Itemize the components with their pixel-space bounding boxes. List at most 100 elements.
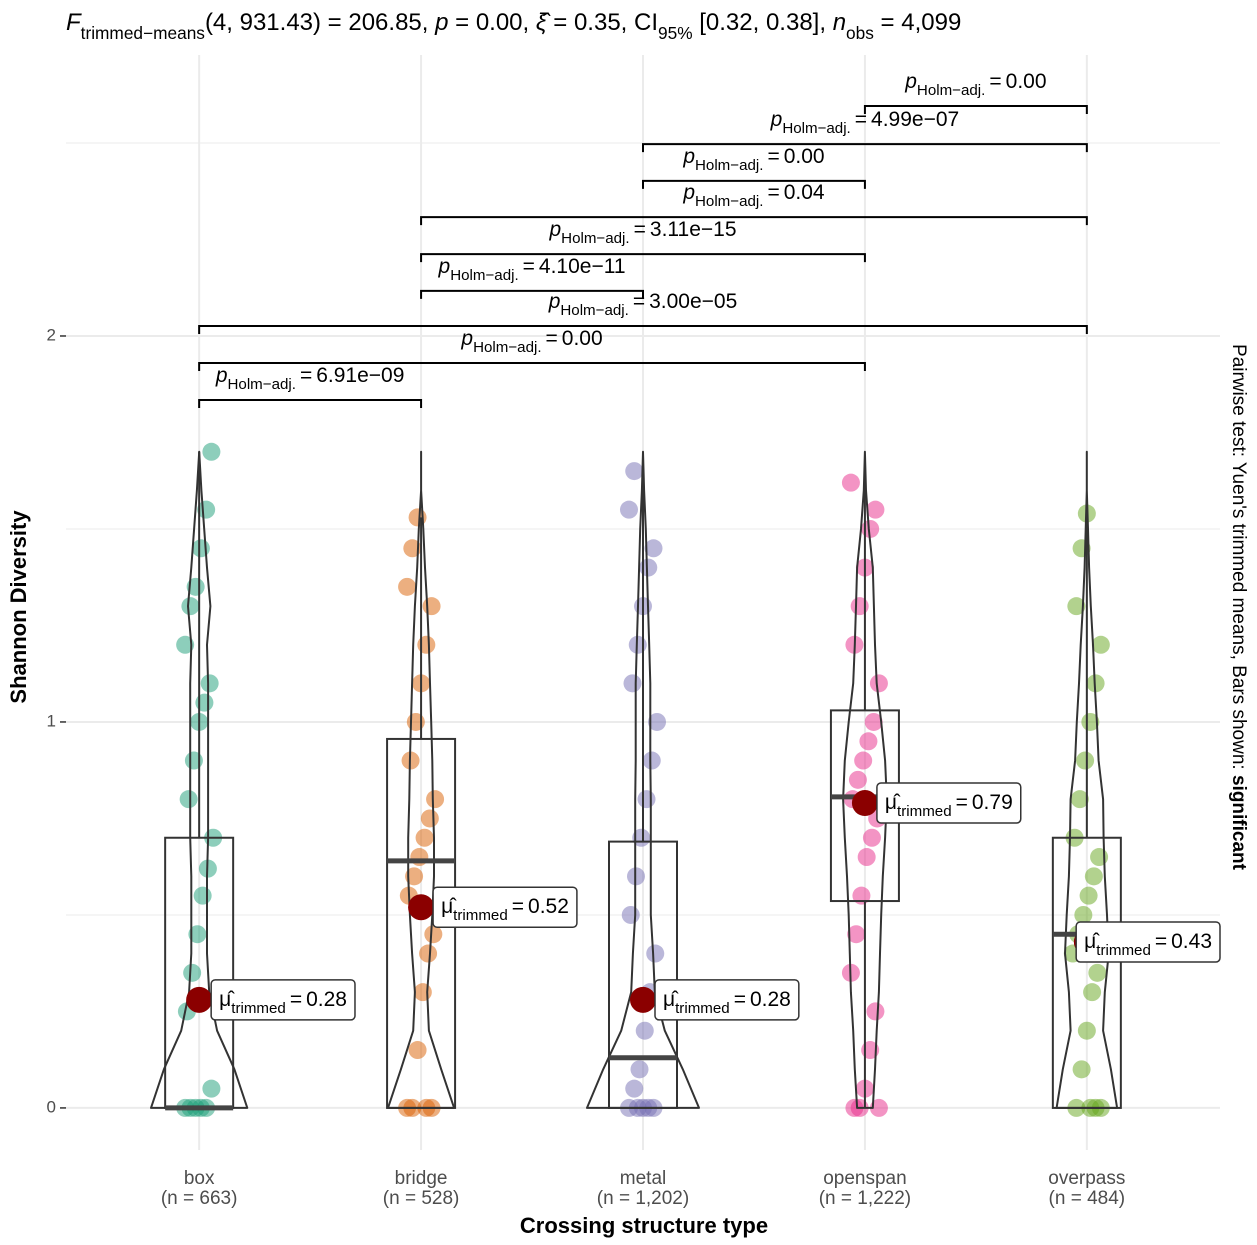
text-part: 95% <box>658 23 693 43</box>
mean-label-box <box>210 979 356 1021</box>
text-part: Holm−adj. <box>228 376 296 393</box>
data-point <box>866 1002 885 1021</box>
x-tick-label: overpass <box>1048 1168 1125 1189</box>
box <box>1051 836 1122 1109</box>
text-part: Holm−adj. <box>450 266 518 283</box>
text-part: = 0.00, <box>448 9 535 36</box>
mean-label: μ̂trimmed = 0.79 <box>876 782 1022 824</box>
text-part: n <box>833 9 846 36</box>
mean-point <box>186 986 213 1013</box>
mean-label: μ̂trimmed = 0.28 <box>210 979 356 1021</box>
data-point <box>857 848 876 867</box>
text-part: Holm−adj. <box>782 120 850 137</box>
y-tick-label: 2 <box>47 325 56 344</box>
text-part: trimmed <box>231 999 286 1016</box>
x-tick-label: bridge <box>395 1168 448 1189</box>
mean-label-box <box>654 979 800 1021</box>
text-part: μ̂ <box>441 895 457 918</box>
data-point <box>405 867 424 886</box>
data-point <box>426 790 445 809</box>
significance-label: pHolm−adj. = 3.00e−05 <box>548 289 738 318</box>
text-part: 0.04 <box>784 181 825 204</box>
data-point <box>181 597 200 616</box>
text-part: Pairwise test: Yuen's trimmed means, Bar… <box>1228 344 1249 775</box>
subtitle: Ftrimmed−means(4, 931.43) = 206.85, p = … <box>66 9 961 42</box>
data-point <box>188 925 207 944</box>
y-tick-label: 1 <box>47 711 56 730</box>
data-point <box>1077 1021 1096 1040</box>
data-point <box>850 597 869 616</box>
significance-bracket <box>863 104 1088 114</box>
x-tick-count: (n = 663) <box>161 1188 238 1209</box>
text-part: trimmed <box>453 907 508 924</box>
data-point <box>859 732 878 751</box>
mean-label-box <box>1075 921 1221 963</box>
data-point <box>620 500 638 519</box>
significance-bracket <box>198 324 1088 334</box>
data-point <box>191 539 210 558</box>
caption: Pairwise test: Yuen's trimmed means, Bar… <box>1228 344 1249 871</box>
data-point <box>1067 597 1086 616</box>
text-part: Holm−adj. <box>560 301 628 318</box>
significance-bracket <box>420 216 1088 226</box>
data-point <box>193 886 212 905</box>
data-point <box>183 963 202 982</box>
text-part: p <box>434 9 448 36</box>
text-part: = <box>523 254 535 277</box>
significance-label: pHolm−adj. = 4.10e−11 <box>438 254 626 283</box>
text-part: μ̂ <box>885 791 901 814</box>
mean-point <box>851 790 878 817</box>
data-point <box>848 770 867 789</box>
mean-label-text: μ̂trimmed = 0.52 <box>441 895 569 924</box>
text-part: significant <box>1228 775 1249 871</box>
data-point <box>642 751 661 770</box>
data-point <box>866 500 885 519</box>
text-part: 0.28 <box>306 987 347 1010</box>
text-part: obs <box>846 23 874 43</box>
text-part: 0.00 <box>1006 69 1047 92</box>
text-part: (4, 931.43) = 206.85, <box>205 9 435 36</box>
mean-label-text: μ̂trimmed = 0.79 <box>885 791 1013 820</box>
text-part: = <box>1155 930 1167 953</box>
data-point <box>864 712 883 731</box>
text-part: = <box>633 289 645 312</box>
data-point <box>1070 790 1089 809</box>
data-point <box>415 828 434 847</box>
y-axis-label: Shannon Diversity <box>6 510 31 704</box>
text-part: p <box>548 218 561 241</box>
data-point <box>420 809 439 828</box>
text-part: 0.00 <box>784 144 825 167</box>
significance-bracket <box>642 179 866 189</box>
significance-label: pHolm−adj. = 4.99e−07 <box>770 108 960 137</box>
text-part: p <box>460 327 473 350</box>
significance-bracket <box>642 143 1088 153</box>
data-point <box>646 944 665 963</box>
text-part: μ̂ <box>1084 930 1100 953</box>
text-part: trimmed <box>675 999 730 1016</box>
data-point <box>413 983 432 1002</box>
mean-label: μ̂trimmed = 0.52 <box>432 886 578 928</box>
x-tick-label: metal <box>620 1168 666 1189</box>
text-part: Holm−adj. <box>917 81 985 98</box>
text-part: p <box>548 289 561 312</box>
text-part: 6.91e−09 <box>316 364 404 387</box>
mean-label-text: μ̂trimmed = 0.28 <box>663 987 791 1016</box>
significance-label: pHolm−adj. = 0.04 <box>682 181 825 210</box>
text-part: = <box>300 364 312 387</box>
data-point <box>195 693 214 712</box>
text-part: = <box>290 987 302 1010</box>
data-point <box>854 751 873 770</box>
data-point <box>1088 963 1107 982</box>
data-point <box>1076 751 1095 770</box>
data-point <box>635 1021 654 1040</box>
text-part: 0.00 <box>562 327 603 350</box>
data-point <box>869 1098 888 1117</box>
text-part: 3.00e−05 <box>649 289 737 312</box>
data-point <box>862 828 881 847</box>
text-part: 4.10e−11 <box>539 254 626 277</box>
text-part: 0.52 <box>528 895 569 918</box>
text-part: trimmed−means <box>81 23 206 43</box>
data-point <box>419 944 438 963</box>
mean-label: μ̂trimmed = 0.43 <box>1075 921 1221 963</box>
